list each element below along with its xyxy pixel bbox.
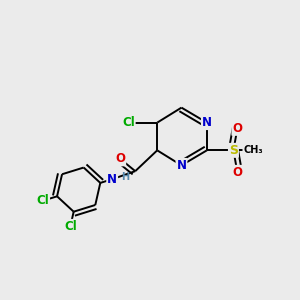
Text: N: N (176, 159, 187, 172)
Text: Cl: Cl (64, 220, 77, 233)
Text: N: N (202, 116, 212, 129)
Text: O: O (232, 166, 242, 179)
Text: S: S (229, 144, 238, 157)
Text: H: H (121, 172, 129, 182)
Text: O: O (232, 122, 242, 135)
Text: Cl: Cl (122, 116, 135, 129)
Text: O: O (115, 152, 125, 165)
Text: Cl: Cl (36, 194, 49, 207)
Text: CH₃: CH₃ (243, 145, 263, 155)
Text: N: N (107, 173, 117, 186)
